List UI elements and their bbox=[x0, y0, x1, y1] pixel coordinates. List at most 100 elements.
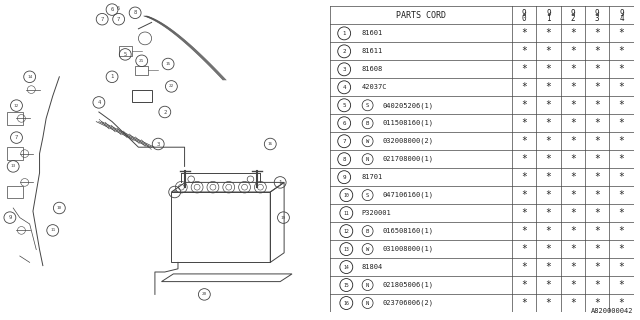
Text: 0: 0 bbox=[522, 14, 527, 23]
Text: B: B bbox=[366, 228, 369, 234]
Text: *: * bbox=[594, 154, 600, 164]
Text: *: * bbox=[594, 262, 600, 272]
Text: *: * bbox=[570, 118, 576, 128]
Text: 81601: 81601 bbox=[362, 30, 383, 36]
Text: 021805006(1): 021805006(1) bbox=[383, 282, 434, 288]
Text: *: * bbox=[521, 190, 527, 200]
Text: 011508160(1): 011508160(1) bbox=[383, 120, 434, 126]
Text: *: * bbox=[594, 244, 600, 254]
Text: N: N bbox=[366, 283, 369, 288]
Text: 10: 10 bbox=[344, 193, 349, 198]
Text: *: * bbox=[545, 118, 552, 128]
Text: 9: 9 bbox=[595, 9, 600, 18]
Text: 18: 18 bbox=[172, 190, 177, 194]
Text: 032008000(2): 032008000(2) bbox=[383, 138, 434, 144]
Text: 031008000(1): 031008000(1) bbox=[383, 246, 434, 252]
Text: *: * bbox=[570, 280, 576, 290]
Text: *: * bbox=[521, 226, 527, 236]
Text: *: * bbox=[594, 298, 600, 308]
Text: 9: 9 bbox=[342, 175, 346, 180]
Text: *: * bbox=[594, 64, 600, 74]
Text: *: * bbox=[594, 172, 600, 182]
Text: 9: 9 bbox=[546, 9, 551, 18]
Text: 16: 16 bbox=[268, 142, 273, 146]
Text: *: * bbox=[545, 100, 552, 110]
Text: *: * bbox=[618, 190, 625, 200]
Text: *: * bbox=[618, 244, 625, 254]
Text: B: B bbox=[366, 121, 369, 126]
Text: *: * bbox=[618, 172, 625, 182]
Text: *: * bbox=[545, 172, 552, 182]
Text: *: * bbox=[618, 226, 625, 236]
Text: *: * bbox=[521, 118, 527, 128]
Text: *: * bbox=[570, 100, 576, 110]
Text: 2: 2 bbox=[570, 14, 575, 23]
Text: *: * bbox=[521, 64, 527, 74]
Text: *: * bbox=[570, 82, 576, 92]
Text: 016508160(1): 016508160(1) bbox=[383, 228, 434, 234]
Text: *: * bbox=[618, 280, 625, 290]
Text: 2: 2 bbox=[163, 109, 166, 115]
Text: 15: 15 bbox=[166, 62, 171, 66]
Text: *: * bbox=[570, 226, 576, 236]
Text: *: * bbox=[594, 190, 600, 200]
Text: *: * bbox=[618, 100, 625, 110]
Text: 8: 8 bbox=[134, 10, 137, 15]
Text: *: * bbox=[570, 298, 576, 308]
Text: 047106160(1): 047106160(1) bbox=[383, 192, 434, 198]
Text: 7: 7 bbox=[117, 17, 120, 22]
Text: *: * bbox=[594, 82, 600, 92]
Text: 4: 4 bbox=[619, 14, 624, 23]
Text: *: * bbox=[618, 298, 625, 308]
Text: *: * bbox=[521, 100, 527, 110]
Text: *: * bbox=[594, 100, 600, 110]
Text: *: * bbox=[570, 154, 576, 164]
Text: *: * bbox=[594, 46, 600, 56]
Text: *: * bbox=[594, 28, 600, 38]
Text: *: * bbox=[594, 118, 600, 128]
Text: 8: 8 bbox=[342, 157, 346, 162]
Text: 040205206(1): 040205206(1) bbox=[383, 102, 434, 108]
Text: 1: 1 bbox=[278, 180, 282, 185]
Text: *: * bbox=[570, 64, 576, 74]
Text: 1: 1 bbox=[546, 14, 551, 23]
Text: *: * bbox=[545, 28, 552, 38]
Text: N: N bbox=[366, 157, 369, 162]
Text: *: * bbox=[545, 46, 552, 56]
Text: *: * bbox=[521, 154, 527, 164]
Text: 3: 3 bbox=[157, 141, 160, 147]
Text: *: * bbox=[570, 136, 576, 146]
Text: 4: 4 bbox=[342, 85, 346, 90]
Text: *: * bbox=[618, 82, 625, 92]
Text: *: * bbox=[521, 298, 527, 308]
Text: 14: 14 bbox=[27, 75, 32, 79]
Text: *: * bbox=[521, 244, 527, 254]
Text: *: * bbox=[618, 64, 625, 74]
Text: 021708000(1): 021708000(1) bbox=[383, 156, 434, 163]
Text: 5: 5 bbox=[342, 103, 346, 108]
Text: 81804: 81804 bbox=[362, 264, 383, 270]
Text: 15: 15 bbox=[344, 283, 349, 288]
Text: *: * bbox=[618, 208, 625, 218]
Text: 81608: 81608 bbox=[362, 66, 383, 72]
Text: W: W bbox=[366, 139, 369, 144]
Text: 10: 10 bbox=[57, 206, 62, 210]
Text: W: W bbox=[366, 247, 369, 252]
Text: *: * bbox=[594, 280, 600, 290]
Text: 13: 13 bbox=[344, 247, 349, 252]
Text: *: * bbox=[545, 136, 552, 146]
Text: 13: 13 bbox=[10, 164, 16, 168]
Text: 1: 1 bbox=[111, 74, 114, 79]
Text: *: * bbox=[545, 208, 552, 218]
Text: *: * bbox=[521, 280, 527, 290]
Text: 6: 6 bbox=[342, 121, 346, 126]
Text: *: * bbox=[570, 46, 576, 56]
Text: *: * bbox=[521, 208, 527, 218]
Text: *: * bbox=[545, 280, 552, 290]
Text: 7: 7 bbox=[15, 135, 18, 140]
Text: 81611: 81611 bbox=[362, 48, 383, 54]
Text: 12: 12 bbox=[14, 104, 19, 108]
Text: 11: 11 bbox=[50, 228, 56, 232]
Text: *: * bbox=[594, 136, 600, 146]
Text: *: * bbox=[545, 64, 552, 74]
